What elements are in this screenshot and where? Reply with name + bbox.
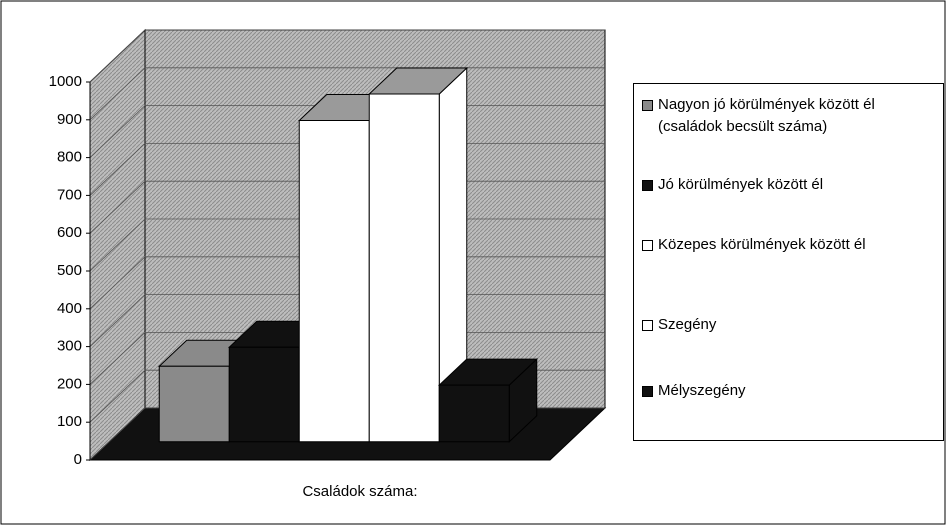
grid-line (89, 29, 605, 83)
x-tick-label: Családok száma: (302, 483, 417, 500)
legend-label: Nagyon jó körülmények között él (családo… (658, 96, 875, 135)
legend-entry: Szegény (642, 314, 938, 336)
y-tick-label: 900 (57, 111, 82, 128)
y-tick-label: 600 (57, 224, 82, 241)
legend-swatch (642, 386, 653, 397)
legend-label: Mélyszegény (658, 382, 746, 399)
legend-swatch (642, 320, 653, 331)
bar (368, 93, 440, 443)
bar (228, 346, 300, 443)
legend-entry: Nagyon jó körülmények között él (családo… (642, 94, 938, 138)
y-tick-label: 1000 (49, 73, 82, 90)
legend-swatch (642, 180, 653, 191)
bar (158, 365, 230, 443)
y-tick-label: 500 (57, 262, 82, 279)
legend-entry: Jó körülmények között él (642, 174, 938, 196)
legend-entry: Közepes körülmények között él (642, 234, 938, 256)
y-tick-label: 400 (57, 300, 82, 317)
legend: Nagyon jó körülmények között él (családo… (633, 83, 944, 441)
y-tick-label: 200 (57, 375, 82, 392)
y-tick-label: 800 (57, 149, 82, 166)
legend-label: Közepes körülmények között él (658, 236, 866, 253)
y-tick-label: 100 (57, 413, 82, 430)
legend-swatch (642, 240, 653, 251)
legend-entry: Mélyszegény (642, 380, 938, 402)
legend-swatch (642, 100, 653, 111)
bar (298, 120, 370, 443)
legend-label: Szegény (658, 316, 717, 333)
bar (438, 384, 510, 443)
legend-label: Jó körülmények között él (658, 176, 824, 193)
y-tick-label: 0 (74, 451, 82, 468)
y-tick-label: 300 (57, 338, 82, 355)
y-tick-label: 700 (57, 186, 82, 203)
